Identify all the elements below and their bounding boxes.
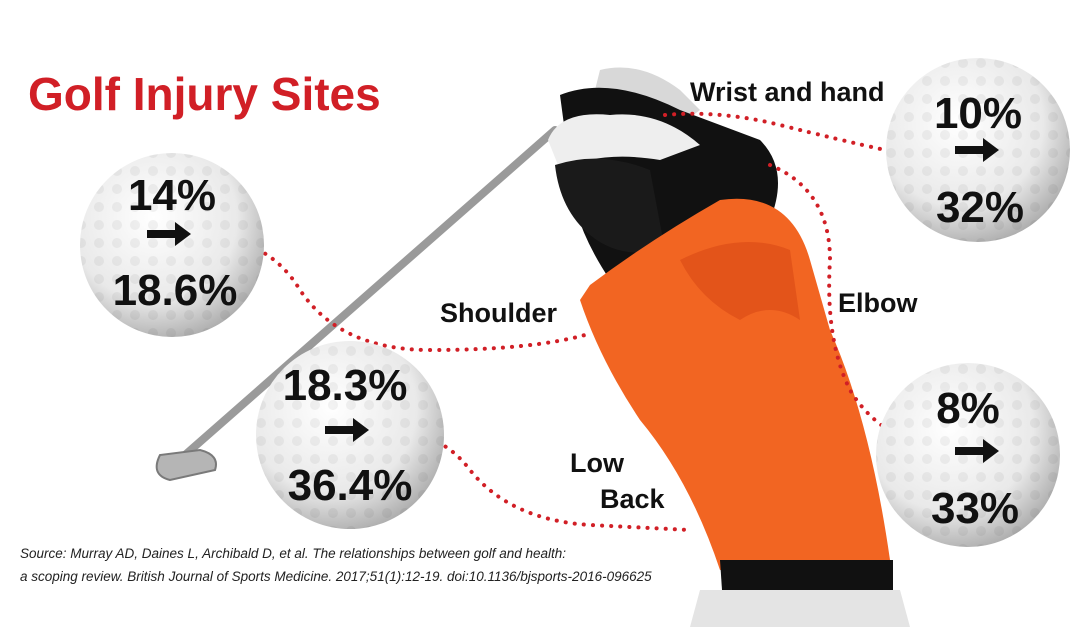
value-before: 8%	[936, 384, 1000, 433]
site-label: Elbow	[838, 288, 918, 318]
site-label: Low	[570, 448, 625, 478]
value-before: 18.3%	[283, 361, 408, 410]
value-before: 10%	[934, 89, 1022, 138]
ball-elbow: 8% 33%	[876, 363, 1060, 547]
site-label: Wrist and hand	[690, 77, 885, 107]
value-after: 36.4%	[288, 461, 413, 510]
value-before: 14%	[128, 171, 216, 220]
leader-shoulder	[203, 233, 587, 353]
title: Golf Injury Sites	[28, 68, 381, 120]
value-after: 32%	[936, 183, 1024, 232]
source-line: a scoping review. British Journal of Spo…	[20, 569, 652, 584]
site-label: Back	[600, 484, 666, 514]
ball-shoulder: 14% 18.6%	[80, 153, 264, 337]
value-after: 18.6%	[113, 266, 238, 315]
source-line: Source: Murray AD, Daines L, Archibald D…	[20, 546, 566, 561]
ball-wrist: 10% 32%	[886, 58, 1070, 242]
golfer-illustration	[155, 67, 910, 627]
site-label: Shoulder	[440, 298, 557, 328]
ball-low-back: 18.3% 36.4%	[256, 341, 444, 529]
value-after: 33%	[931, 484, 1019, 533]
